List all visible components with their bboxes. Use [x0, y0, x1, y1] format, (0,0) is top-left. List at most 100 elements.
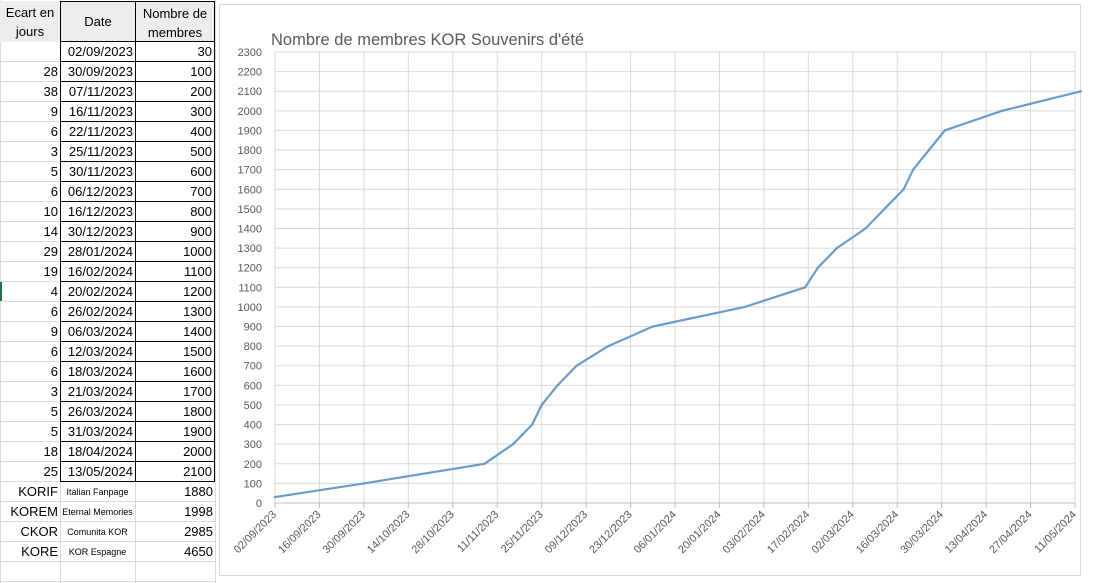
table-cell-ecart[interactable]: 6 — [50, 124, 58, 139]
table-cell-membres[interactable]: 200 — [135, 81, 215, 102]
table-cell-date[interactable]: 18/03/2024 — [60, 361, 136, 382]
table-cell-date[interactable]: 25/11/2023 — [60, 141, 136, 162]
table-cell-date[interactable]: 16/02/2024 — [60, 261, 136, 282]
table-cell-membres[interactable]: 1700 — [135, 381, 215, 402]
data-point — [1080, 90, 1082, 93]
table-cell-membres[interactable]: 1900 — [135, 421, 215, 442]
table-cell-membres[interactable]: 1300 — [135, 301, 215, 322]
table-cell-membres[interactable]: 1800 — [135, 401, 215, 422]
table-cell-date[interactable]: 06/12/2023 — [60, 181, 136, 202]
data-point — [864, 227, 867, 230]
table-cell-ecart[interactable]: 6 — [50, 184, 58, 199]
table-cell-membres[interactable]: 1200 — [135, 281, 215, 302]
table-cell-date[interactable]: 12/03/2024 — [60, 341, 136, 362]
y-tick-label: 900 — [244, 322, 262, 334]
line-chart[interactable]: Nombre de membres KOR Souvenirs d'été 0 1… — [219, 4, 1082, 576]
table-cell-date[interactable]: 30/12/2023 — [60, 221, 136, 242]
table-cell-membres[interactable]: 500 — [135, 141, 215, 162]
table-cell-code[interactable]: CKOR — [20, 524, 58, 539]
table-cell-date[interactable]: 30/09/2023 — [60, 61, 136, 82]
table-cell-membres[interactable]: 800 — [135, 201, 215, 222]
x-tick-label: 11/11/2023 — [455, 509, 501, 555]
table-cell-date[interactable]: 13/05/2024 — [60, 461, 136, 482]
table-cell-value[interactable]: 2985 — [184, 524, 213, 539]
table-cell-ecart[interactable]: 28 — [43, 64, 58, 79]
table-cell-name[interactable]: Comunita KOR — [67, 527, 128, 537]
table-cell-membres[interactable]: 1100 — [135, 261, 215, 282]
table-cell-ecart[interactable]: 5 — [50, 404, 58, 419]
table-cell-date[interactable]: 20/02/2024 — [60, 281, 136, 302]
table-cell-date[interactable]: 02/09/2023 — [60, 41, 136, 62]
table-cell-ecart[interactable]: 25 — [43, 464, 58, 479]
table-cell-membres[interactable]: 900 — [135, 221, 215, 242]
table-cell-membres[interactable]: 2100 — [135, 461, 215, 482]
table-cell-membres[interactable]: 1000 — [135, 241, 215, 262]
table-cell-value[interactable]: 4650 — [184, 544, 213, 559]
table-cell-ecart[interactable]: 18 — [43, 444, 58, 459]
y-tick-label: 1300 — [238, 243, 262, 255]
table-cell-date[interactable]: 16/12/2023 — [60, 201, 136, 222]
x-tick-label: 03/02/2024 — [721, 509, 768, 556]
table-cell-ecart[interactable] — [0, 42, 60, 62]
table-cell-date[interactable]: 26/03/2024 — [60, 401, 136, 422]
y-tick-label: 200 — [244, 459, 262, 471]
table-cell-membres[interactable]: 1500 — [135, 341, 215, 362]
table-cell-ecart[interactable]: 14 — [43, 224, 58, 239]
data-point — [575, 364, 578, 367]
table-cell-date[interactable]: 16/11/2023 — [60, 101, 136, 122]
data-point — [651, 325, 654, 328]
data-point — [927, 148, 931, 152]
table-cell-date[interactable]: 30/11/2023 — [60, 161, 136, 182]
table-cell-membres[interactable]: 400 — [135, 121, 215, 142]
table-cell-ecart[interactable]: 4 — [50, 284, 58, 299]
table-cell-ecart[interactable]: 6 — [50, 364, 58, 379]
table-cell-ecart[interactable]: 5 — [50, 424, 58, 439]
table-cell-code[interactable]: KOREM — [10, 504, 58, 519]
data-point — [743, 305, 747, 309]
table-cell-date[interactable]: 22/11/2023 — [60, 121, 136, 142]
table-cell-ecart[interactable]: 5 — [50, 164, 58, 179]
y-tick-label: 2300 — [238, 47, 262, 59]
table-cell-name[interactable]: KOR Espagne — [68, 547, 127, 557]
y-tick-label: 1600 — [238, 184, 262, 196]
table-cell-value[interactable]: 1880 — [184, 484, 213, 499]
table-cell-ecart[interactable]: 6 — [50, 344, 58, 359]
table-cell-membres[interactable]: 100 — [135, 61, 215, 82]
table-cell-value[interactable]: 1998 — [184, 504, 213, 519]
table-cell-code[interactable]: KORE — [21, 544, 58, 559]
table-cell-ecart[interactable]: 10 — [43, 204, 58, 219]
table-cell-ecart[interactable]: 6 — [50, 304, 58, 319]
table-cell-ecart[interactable]: 29 — [43, 244, 58, 259]
table-cell-membres[interactable]: 1600 — [135, 361, 215, 382]
header-membres[interactable]: Nombre de membres — [135, 1, 215, 42]
table-cell-date[interactable]: 28/01/2024 — [60, 241, 136, 262]
table-cell-ecart[interactable]: 9 — [50, 324, 58, 339]
table-cell-date[interactable]: 26/02/2024 — [60, 301, 136, 322]
x-tick-label: 02/09/2023 — [232, 509, 279, 556]
table-cell-date[interactable]: 06/03/2024 — [60, 321, 136, 342]
table-cell-membres[interactable]: 300 — [135, 101, 215, 122]
y-tick-label: 2100 — [238, 86, 262, 98]
table-cell-name[interactable]: Italian Fanpage — [66, 487, 129, 497]
header-ecart[interactable]: Ecart en jours — [0, 1, 60, 42]
table-cell-ecart[interactable]: 19 — [43, 264, 58, 279]
table-cell-date[interactable]: 07/11/2023 — [60, 81, 136, 102]
table-cell-ecart[interactable]: 38 — [43, 84, 58, 99]
table-cell-membres[interactable]: 600 — [135, 161, 215, 182]
data-point — [902, 188, 905, 191]
table-cell-code[interactable]: KORIF — [18, 484, 58, 499]
table-cell-membres[interactable]: 2000 — [135, 441, 215, 462]
header-date[interactable]: Date — [60, 1, 136, 42]
table-cell-ecart[interactable]: 3 — [50, 144, 58, 159]
table-cell-membres[interactable]: 1400 — [135, 321, 215, 342]
table-cell-membres[interactable]: 30 — [135, 41, 215, 62]
x-tick-label: 11/05/2024 — [1032, 509, 1079, 556]
data-point — [803, 286, 807, 289]
table-cell-date[interactable]: 21/03/2024 — [60, 381, 136, 402]
table-cell-membres[interactable]: 700 — [135, 181, 215, 202]
table-cell-ecart[interactable]: 3 — [50, 384, 58, 399]
table-cell-ecart[interactable]: 9 — [50, 104, 58, 119]
table-cell-date[interactable]: 31/03/2024 — [60, 421, 136, 442]
table-cell-date[interactable]: 18/04/2024 — [60, 441, 136, 462]
table-cell-name[interactable]: Eternal Memories — [62, 507, 133, 517]
